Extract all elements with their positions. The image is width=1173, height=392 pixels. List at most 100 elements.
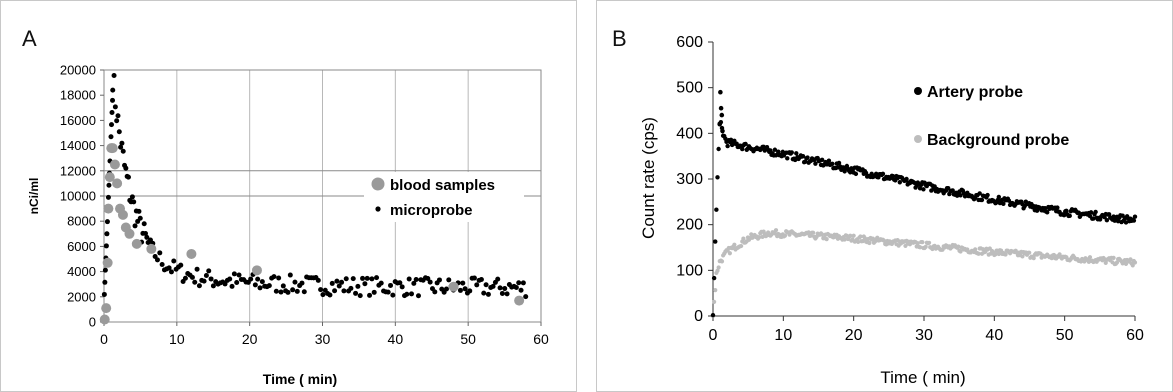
x-tick-label: 0 (709, 327, 718, 344)
y-tick-label: 14000 (60, 138, 96, 153)
microprobe-point (457, 287, 463, 293)
microprobe-point (353, 290, 359, 296)
background-probe-point (917, 245, 923, 250)
background-probe-point (858, 234, 863, 239)
background-probe-point (782, 233, 788, 238)
panel-label: B (612, 26, 627, 51)
x-tick-label: 0 (100, 331, 108, 347)
chart-b-svg: B 0 100 200 300 400 500 600 0 10 20 30 40 50 60 Time … (596, 0, 1173, 392)
microprobe-point (116, 129, 122, 135)
artery-probe-point (842, 169, 847, 174)
microprobe-point (257, 285, 263, 291)
microprobe-point (132, 223, 138, 229)
x-axis-label: Time ( min) (263, 371, 337, 387)
y-tick-label: 16000 (60, 113, 96, 128)
microprobe-point (483, 282, 489, 288)
microprobe-point (129, 194, 135, 200)
blood-sample-point (514, 295, 525, 306)
microprobe-point (131, 199, 137, 205)
microprobe-point (518, 287, 524, 293)
background-probe-point (926, 240, 932, 245)
background-probe-point (870, 236, 875, 241)
microprobe-point (378, 280, 384, 286)
microprobe-point (520, 280, 526, 286)
background-probe-point (806, 230, 811, 235)
artery-probe-point (863, 170, 869, 176)
x-tick-label: 10 (774, 327, 792, 344)
background-probe-point (1128, 257, 1133, 262)
microprobe-point (196, 283, 202, 289)
artery-probe-point (717, 121, 722, 127)
microprobe-point (136, 208, 142, 214)
microprobe-point (478, 277, 484, 283)
background-probe-point (867, 240, 872, 246)
legend: blood samples microprobe (364, 172, 524, 222)
legend-marker-artery-probe (914, 87, 922, 95)
microprobe-point (385, 289, 391, 295)
background-probe-point (881, 238, 887, 243)
microprobe-point (404, 291, 410, 297)
microprobe-point (327, 292, 333, 298)
background-probe-point (860, 238, 865, 244)
data-points (99, 72, 529, 325)
x-tick-label: 40 (388, 331, 404, 347)
microprobe-point (425, 275, 431, 281)
microprobe-point (103, 243, 109, 249)
artery-probe-point (1123, 220, 1129, 225)
microprobe-point (415, 293, 421, 299)
background-probe-point (741, 236, 746, 241)
blood-sample-point (99, 314, 110, 325)
data-points (710, 89, 1138, 319)
background-probe-point (715, 268, 720, 273)
y-tick-label: 8000 (67, 214, 96, 229)
microprobe-point (364, 275, 370, 281)
artery-probe-point (1093, 209, 1098, 215)
background-probe-point (1031, 256, 1036, 261)
microprobe-point (157, 250, 163, 256)
microprobe-point (234, 280, 240, 286)
microprobe-point (427, 279, 433, 285)
background-probe-point (862, 236, 868, 241)
microprobe-point (166, 265, 172, 271)
x-tick-label: 20 (242, 331, 258, 347)
microprobe-point (362, 281, 368, 287)
microprobe-point (336, 283, 342, 289)
background-probe-point (842, 237, 847, 242)
artery-probe-point (813, 161, 818, 166)
microprobe-point (112, 104, 118, 110)
panel-b-border (596, 0, 1173, 392)
legend-label-microprobe: microprobe (390, 202, 473, 219)
background-probe-point (996, 251, 1001, 257)
microprobe-point (369, 276, 375, 282)
microprobe-point (350, 276, 356, 282)
microprobe-point (137, 215, 143, 221)
background-probe-point (848, 233, 853, 238)
x-tick-label: 50 (460, 331, 476, 347)
artery-probe-point (734, 141, 739, 146)
microprobe-point (495, 276, 501, 282)
legend-label-background-probe: Background probe (927, 132, 1069, 149)
artery-probe-point (1067, 213, 1072, 219)
artery-probe-point (776, 149, 781, 154)
microprobe-point (102, 267, 108, 273)
microprobe-point (206, 268, 212, 274)
artery-probe-point (996, 194, 1002, 200)
microprobe-point (178, 262, 184, 268)
microprobe-point (229, 283, 235, 289)
background-probe-point (1003, 252, 1008, 257)
background-probe-point (1087, 255, 1093, 260)
microprobe-point (446, 277, 452, 283)
legend-label-blood-samples: blood samples (390, 177, 495, 194)
x-tick-label: 30 (915, 327, 933, 344)
axes (708, 41, 1136, 321)
microprobe-point (222, 281, 228, 287)
microprobe-point (516, 280, 522, 286)
microprobe-point (299, 280, 305, 286)
microprobe-point (504, 291, 510, 297)
artery-probe-point (979, 197, 985, 203)
background-probe-point (956, 244, 961, 249)
background-probe-point (757, 235, 762, 240)
microprobe-point (109, 110, 115, 116)
microprobe-point (399, 284, 405, 290)
x-axis-label: Time ( min) (880, 368, 965, 387)
